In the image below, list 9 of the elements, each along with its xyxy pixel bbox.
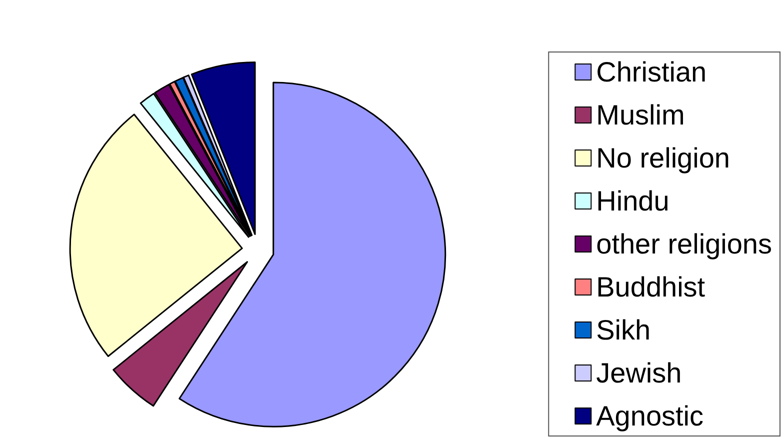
legend-label: Muslim: [596, 100, 685, 130]
legend-label: other religions: [596, 228, 772, 260]
legend-label: Sikh: [596, 314, 651, 346]
legend-label: Jewish: [596, 358, 682, 388]
legend-label: No religion: [596, 142, 730, 174]
legend-label: Buddhist: [596, 272, 706, 302]
legend-label: Hindu: [596, 186, 670, 216]
legend-label: Agnostic: [596, 400, 704, 432]
legend-label: Christian: [596, 56, 707, 88]
